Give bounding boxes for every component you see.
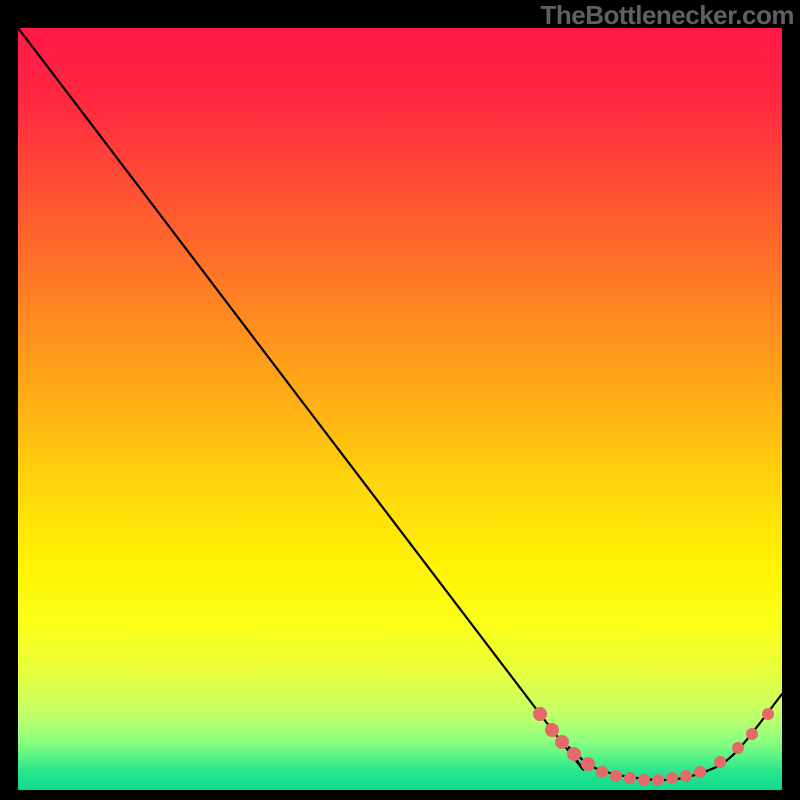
curve-marker bbox=[714, 756, 726, 768]
curve-marker bbox=[545, 723, 559, 737]
plot-background bbox=[18, 28, 782, 790]
curve-marker bbox=[610, 770, 622, 782]
curve-marker bbox=[533, 707, 547, 721]
curve-marker bbox=[680, 770, 692, 782]
curve-marker bbox=[746, 728, 758, 740]
curve-marker bbox=[762, 708, 774, 720]
curve-marker bbox=[581, 757, 595, 771]
curve-marker bbox=[652, 774, 664, 786]
curve-marker bbox=[694, 766, 706, 778]
curve-marker bbox=[666, 772, 678, 784]
curve-marker bbox=[567, 747, 581, 761]
curve-marker bbox=[555, 735, 569, 749]
watermark-text: TheBottlenecker.com bbox=[541, 0, 794, 31]
curve-marker bbox=[732, 742, 744, 754]
bottleneck-chart bbox=[0, 0, 800, 800]
curve-marker bbox=[624, 772, 636, 784]
curve-marker bbox=[638, 774, 650, 786]
curve-marker bbox=[596, 766, 608, 778]
chart-frame: TheBottlenecker.com bbox=[0, 0, 800, 800]
